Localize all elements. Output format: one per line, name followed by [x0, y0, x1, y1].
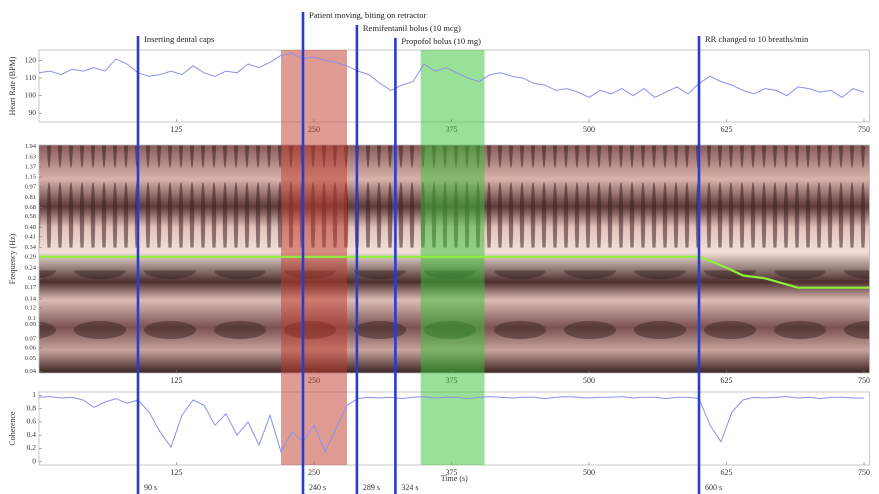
event-time-label: 600 s [705, 483, 722, 492]
event-time-label: 324 s [401, 483, 418, 492]
y-tick-label: 0.4 [27, 430, 37, 439]
y-tick-label: 0.12 [25, 304, 36, 311]
event-label: Remifentanil bolus (10 mcg) [363, 23, 461, 33]
x-tick-label: 250 [308, 468, 320, 477]
x-tick-label: 500 [583, 468, 595, 477]
x-tick-label: 625 [721, 376, 733, 385]
x-tick-label: 500 [583, 376, 595, 385]
event-label: Propofol bolus (10 mg) [401, 36, 481, 46]
y-tick-label: 0.2 [28, 275, 36, 282]
event-label: Inserting dental caps [144, 34, 214, 44]
y-tick-label: 0.34 [25, 244, 37, 251]
y-tick-label: 110 [25, 73, 36, 82]
y-tick-label: 0.41 [25, 233, 36, 240]
y-tick-label: 1.37 [25, 163, 37, 170]
figure: 90100110120125250375500625750Heart Rate … [0, 0, 879, 494]
y-tick-label: 0.04 [25, 368, 37, 375]
y-tick-label: 0.6 [27, 417, 37, 426]
y-tick-label: 0.97 [25, 183, 37, 190]
y-axis-label: Heart Rate (BPM) [8, 56, 17, 115]
y-axis-label: Frequency (Hz) [8, 233, 17, 284]
x-tick-label: 625 [721, 125, 733, 134]
y-tick-label: 1 [32, 390, 36, 399]
y-tick-label: 0.09 [25, 321, 36, 328]
x-tick-label: 750 [858, 468, 870, 477]
y-tick-label: 0.06 [25, 345, 37, 352]
x-tick-label: 125 [171, 468, 183, 477]
y-tick-label: 0.81 [25, 194, 36, 201]
x-axis-label: Time (s) [441, 474, 468, 483]
event-label: Patient moving, biting on retractor [309, 10, 426, 20]
y-tick-label: 0.2 [27, 443, 37, 452]
y-tick-label: 0.8 [27, 403, 37, 412]
y-tick-label: 0.07 [25, 336, 37, 343]
event-time-label: 90 s [144, 483, 157, 492]
y-tick-label: 0.68 [25, 204, 36, 211]
x-tick-label: 750 [858, 125, 870, 134]
y-tick-label: 0.24 [25, 264, 37, 271]
y-tick-label: 0.14 [25, 295, 37, 302]
x-tick-label: 625 [721, 468, 733, 477]
y-tick-label: 1.94 [25, 143, 37, 150]
y-tick-label: 0.58 [25, 213, 36, 220]
y-axis-label: Coherence [8, 411, 17, 446]
y-tick-label: 0.48 [25, 224, 36, 231]
y-tick-label: 100 [25, 90, 37, 99]
event-label: RR changed to 10 breaths/min [705, 34, 809, 44]
y-tick-label: 120 [25, 55, 37, 64]
y-tick-label: 0.05 [25, 355, 36, 362]
y-tick-label: 0 [32, 456, 36, 465]
x-tick-label: 125 [171, 376, 183, 385]
event-time-label: 289 s [363, 483, 380, 492]
y-tick-label: 1.63 [25, 153, 36, 160]
y-tick-label: 0.17 [25, 284, 37, 291]
y-tick-label: 90 [29, 108, 37, 117]
y-tick-label: 0.29 [25, 253, 36, 260]
event-time-label: 240 s [309, 483, 326, 492]
x-tick-label: 750 [858, 376, 870, 385]
x-tick-label: 125 [171, 125, 183, 134]
x-tick-label: 500 [583, 125, 595, 134]
y-tick-label: 1.15 [25, 174, 36, 181]
